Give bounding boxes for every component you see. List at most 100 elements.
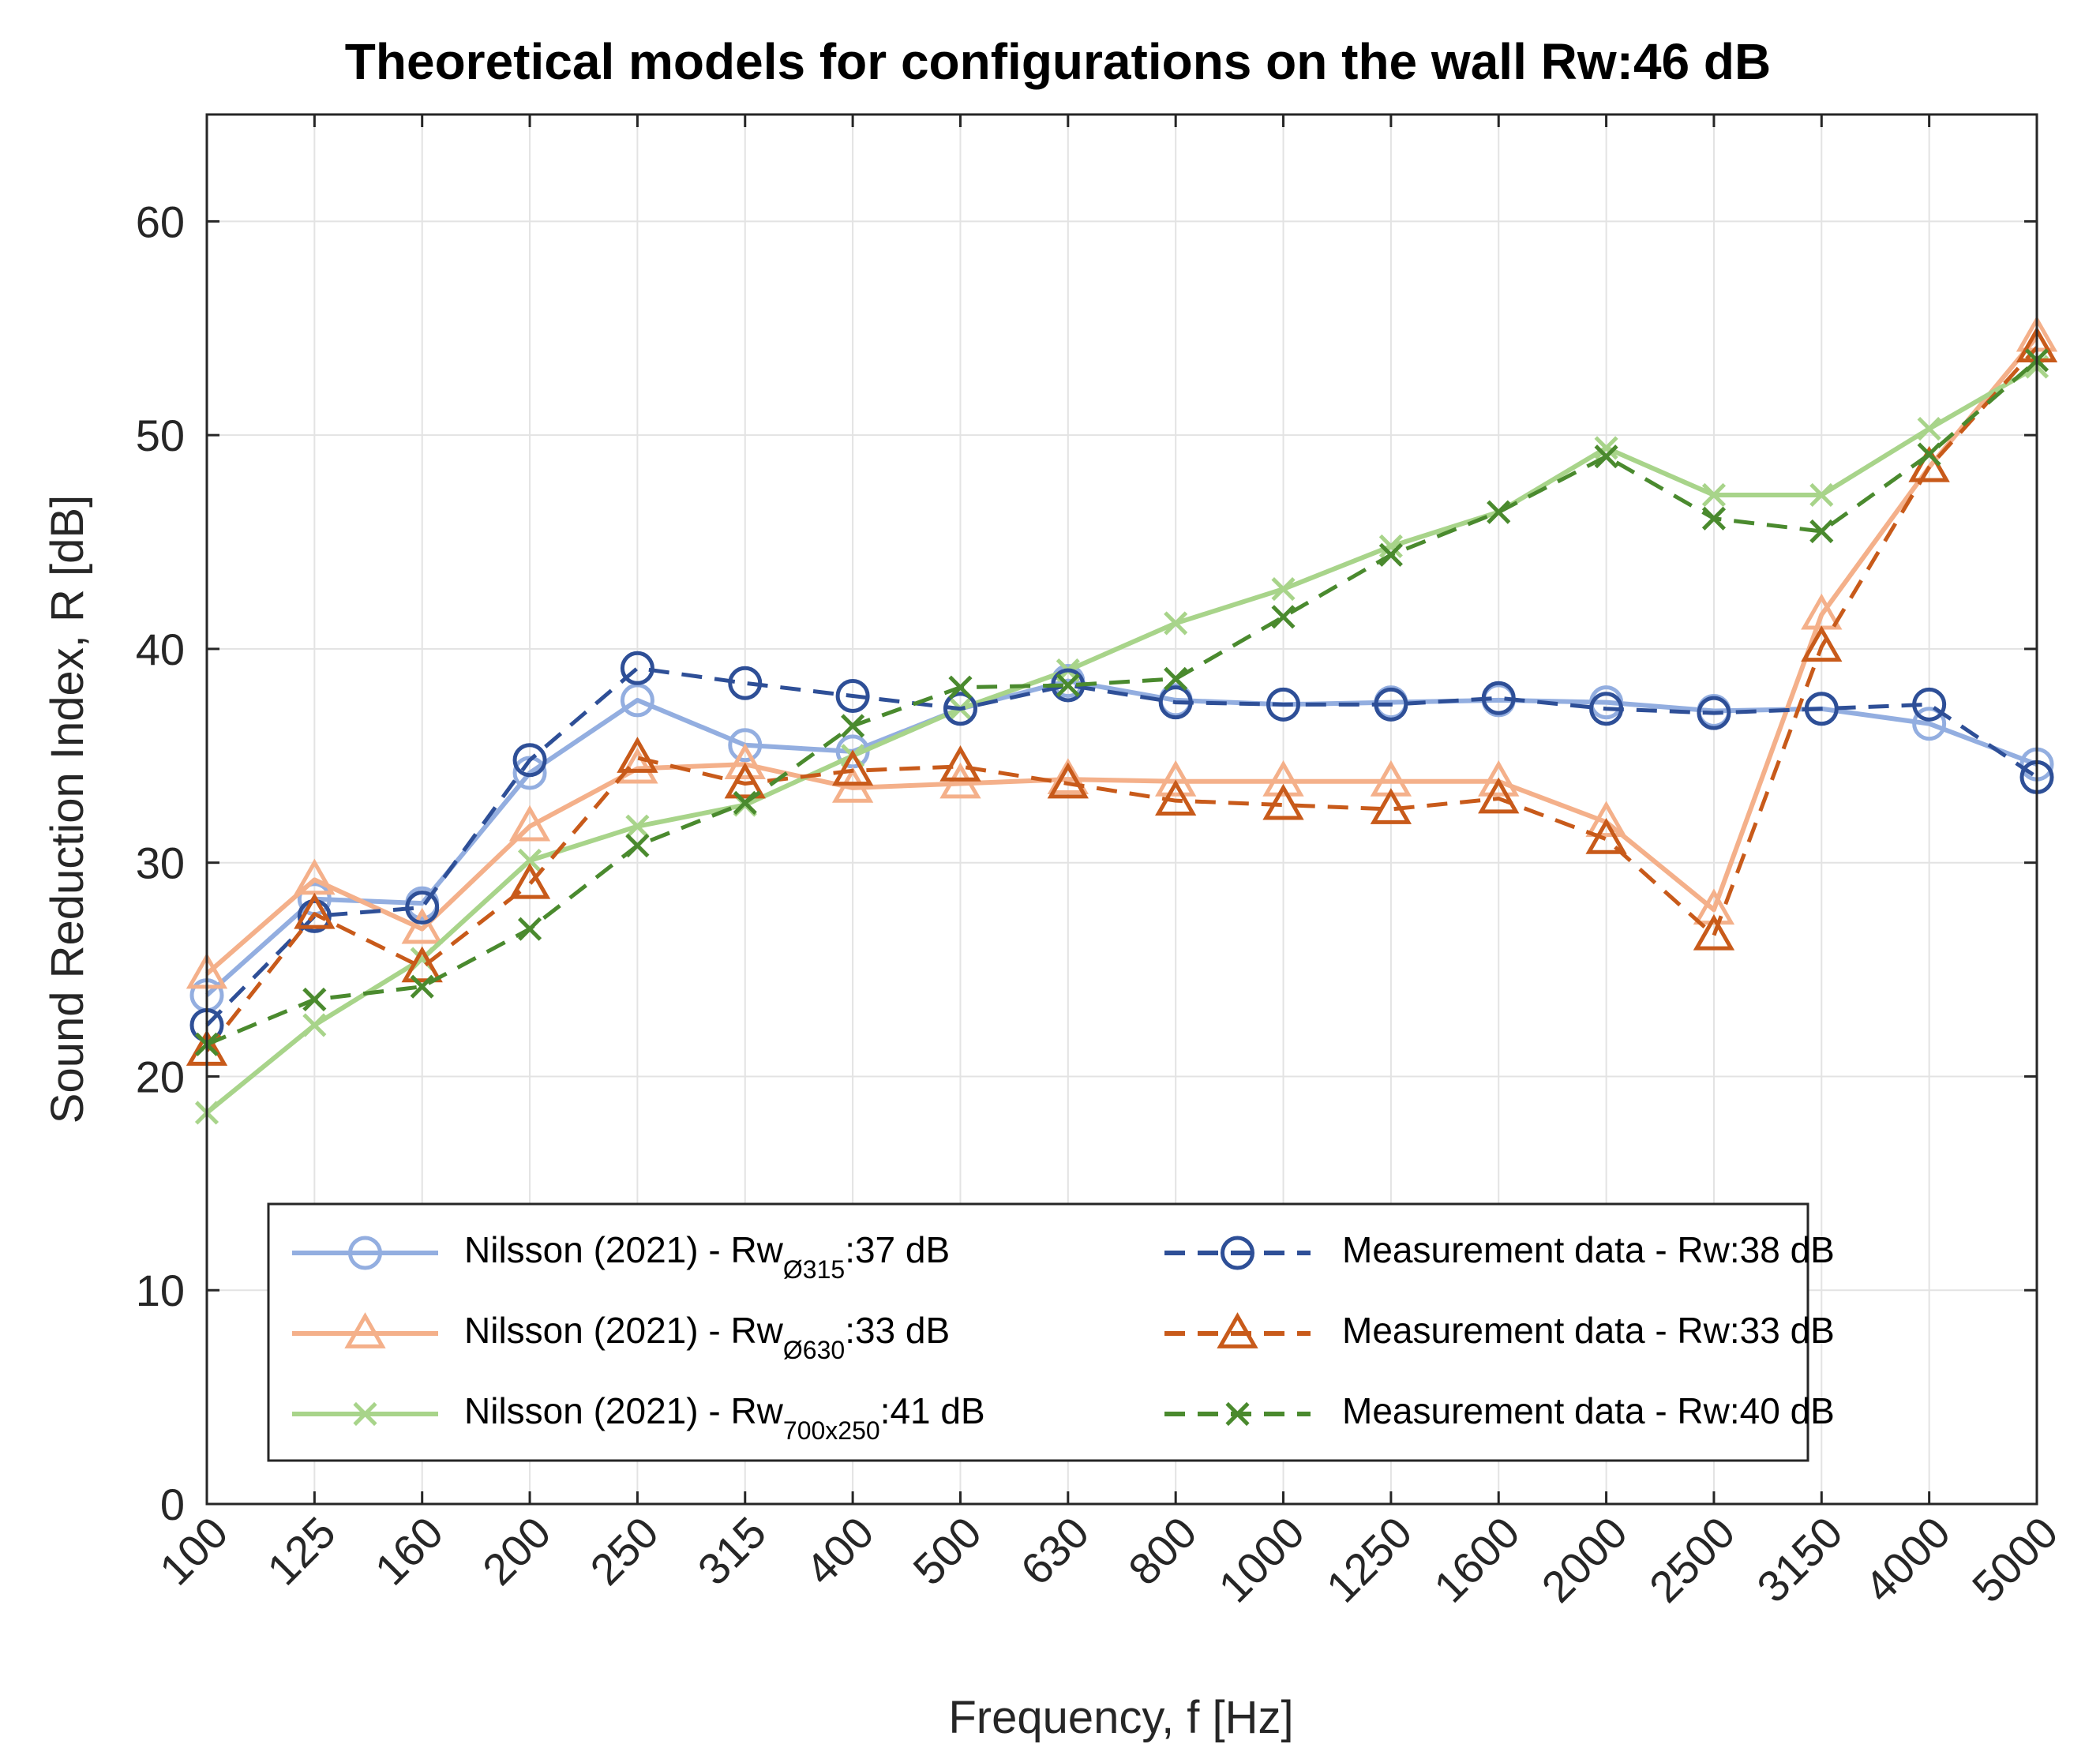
series-line-nilsson_630 bbox=[205, 335, 2039, 976]
data-point-measurement_315 bbox=[1589, 692, 1624, 726]
data-point-nilsson_630 bbox=[1047, 758, 1089, 794]
data-point-nilsson_630 bbox=[939, 762, 981, 799]
y-tick-label: 40 bbox=[136, 624, 185, 674]
data-point-measurement_700x250 bbox=[733, 790, 757, 815]
data-point-measurement_315 bbox=[1804, 692, 1839, 726]
plot-frame bbox=[205, 113, 2038, 1506]
series-line-nilsson_315 bbox=[205, 678, 2038, 997]
data-point-measurement_630 bbox=[1047, 762, 1089, 799]
data-point-nilsson_630 bbox=[1155, 759, 1197, 797]
data-point-nilsson_630 bbox=[294, 858, 336, 895]
data-point-nilsson_700x250 bbox=[1164, 611, 1188, 636]
data-point-measurement_630 bbox=[1478, 777, 1520, 814]
data-point-measurement_315 bbox=[405, 891, 440, 925]
data-point-nilsson_700x250 bbox=[625, 814, 650, 838]
data-point-nilsson_630 bbox=[1693, 888, 1735, 925]
y-tick-label: 10 bbox=[136, 1266, 185, 1315]
data-point-measurement_700x250 bbox=[410, 974, 434, 999]
data-point-measurement_630 bbox=[617, 737, 658, 773]
data-point-measurement_315 bbox=[835, 678, 870, 713]
legend-entry-nilsson_630: Nilsson (2021) - RwØ630:33 dB bbox=[292, 1310, 950, 1364]
data-point-measurement_630 bbox=[724, 762, 766, 799]
data-point-measurement_700x250 bbox=[841, 714, 865, 738]
series-line-nilsson_700x250 bbox=[205, 364, 2038, 1115]
data-point-nilsson_700x250 bbox=[1917, 416, 1941, 441]
data-point-measurement_630 bbox=[1585, 818, 1627, 854]
data-point-measurement_630 bbox=[831, 749, 874, 786]
series-measurement_630 bbox=[186, 326, 2058, 1066]
legend-entry-nilsson_315: Nilsson (2021) - RwØ315:37 dB bbox=[292, 1229, 950, 1284]
data-point-measurement_700x250 bbox=[1271, 605, 1296, 629]
data-point-nilsson_700x250 bbox=[1378, 534, 1403, 559]
series-layer bbox=[186, 315, 2058, 1125]
data-point-measurement_700x250 bbox=[302, 987, 327, 1012]
data-point-measurement_315 bbox=[1697, 696, 1731, 730]
data-point-measurement_315 bbox=[512, 743, 547, 778]
chart-title: Theoretical models for configurations on… bbox=[345, 33, 1771, 90]
data-point-measurement_700x250 bbox=[1164, 666, 1188, 691]
legend-entry-measurement_700x250: Measurement data - Rw:40 dB bbox=[1164, 1390, 1835, 1431]
legend-label: Nilsson (2021) - RwØ630:33 dB bbox=[464, 1310, 950, 1364]
y-axis-label: Sound Reduction Index, R [dB] bbox=[42, 495, 93, 1123]
legend-swatch-marker bbox=[353, 1401, 377, 1427]
data-point-measurement_630 bbox=[401, 946, 443, 983]
legend-entry-nilsson_700x250: Nilsson (2021) - Rw700x250:41 dB bbox=[292, 1390, 985, 1445]
data-point-measurement_700x250 bbox=[1594, 444, 1618, 469]
legend-label: Measurement data - Rw:38 dB bbox=[1342, 1229, 1835, 1270]
data-point-measurement_630 bbox=[508, 862, 551, 899]
data-point-measurement_315 bbox=[620, 651, 654, 685]
data-point-measurement_315 bbox=[297, 898, 332, 933]
legend-swatch-marker bbox=[1217, 1312, 1258, 1348]
legend-swatch-marker bbox=[1225, 1401, 1250, 1427]
data-point-nilsson_630 bbox=[508, 804, 551, 842]
series-measurement_700x250 bbox=[194, 348, 2049, 1056]
data-point-measurement_315 bbox=[1266, 687, 1301, 722]
data-point-nilsson_630 bbox=[831, 767, 874, 803]
data-point-nilsson_700x250 bbox=[1594, 436, 1618, 460]
data-point-measurement_630 bbox=[1693, 913, 1735, 951]
data-point-measurement_315 bbox=[943, 692, 977, 726]
data-point-nilsson_630 bbox=[1585, 801, 1627, 838]
y-tick-label: 30 bbox=[136, 838, 185, 888]
legend-label: Nilsson (2021) - RwØ315:37 dB bbox=[464, 1229, 950, 1284]
data-point-nilsson_630 bbox=[1262, 759, 1304, 797]
data-point-measurement_700x250 bbox=[1056, 673, 1080, 698]
series-line-measurement_315 bbox=[205, 666, 2038, 1027]
data-point-measurement_315 bbox=[1912, 687, 1947, 722]
legend: Nilsson (2021) - RwØ315:37 dB Nilsson (20… bbox=[267, 1202, 1835, 1462]
data-point-nilsson_630 bbox=[1478, 759, 1520, 797]
data-point-measurement_630 bbox=[939, 744, 981, 782]
data-point-measurement_700x250 bbox=[1487, 500, 1511, 524]
data-point-measurement_700x250 bbox=[948, 675, 973, 699]
data-point-measurement_315 bbox=[1374, 687, 1408, 722]
legend-swatch-marker bbox=[1221, 1236, 1254, 1270]
data-point-measurement_700x250 bbox=[1917, 442, 1941, 467]
data-point-nilsson_630 bbox=[401, 907, 443, 944]
y-tick-label: 0 bbox=[160, 1480, 185, 1529]
data-point-nilsson_630 bbox=[724, 743, 766, 780]
data-point-measurement_630 bbox=[1155, 779, 1197, 816]
data-point-nilsson_700x250 bbox=[1701, 482, 1727, 508]
series-line-measurement_700x250 bbox=[206, 358, 2038, 1047]
data-point-nilsson_315 bbox=[728, 728, 763, 763]
data-point-nilsson_700x250 bbox=[1809, 482, 1834, 508]
legend-box bbox=[267, 1202, 1809, 1462]
x-axis-label: Frequency, f [Hz] bbox=[948, 1692, 1293, 1743]
y-tick-label: 60 bbox=[136, 197, 185, 246]
data-point-nilsson_315 bbox=[620, 683, 654, 718]
data-point-measurement_700x250 bbox=[517, 917, 542, 941]
data-point-measurement_700x250 bbox=[1378, 542, 1403, 567]
data-point-measurement_630 bbox=[1262, 783, 1304, 820]
data-point-measurement_630 bbox=[1370, 788, 1412, 824]
data-point-measurement_630 bbox=[294, 892, 336, 929]
legend-label: Measurement data - Rw:33 dB bbox=[1342, 1310, 1835, 1351]
legend-entry-measurement_630: Measurement data - Rw:33 dB bbox=[1164, 1310, 1835, 1351]
data-point-measurement_700x250 bbox=[1809, 519, 1834, 544]
legend-swatch-marker bbox=[348, 1236, 382, 1270]
data-point-nilsson_315 bbox=[1912, 707, 1947, 741]
legend-entry-measurement_315: Measurement data - Rw:38 dB bbox=[1164, 1229, 1835, 1270]
data-point-measurement_630 bbox=[1801, 625, 1843, 662]
data-point-measurement_700x250 bbox=[625, 833, 650, 858]
